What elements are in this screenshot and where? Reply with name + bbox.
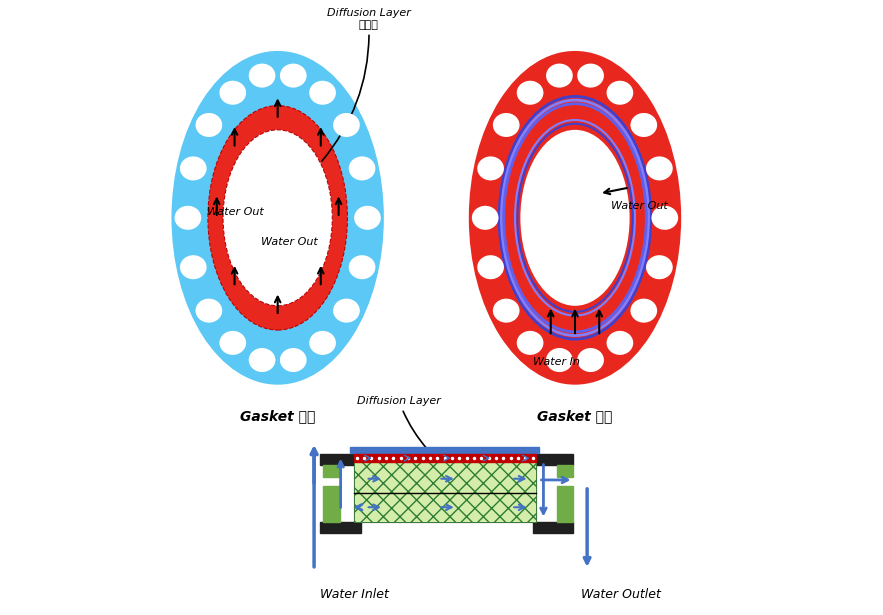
Ellipse shape: [309, 81, 336, 105]
Ellipse shape: [546, 348, 573, 372]
Ellipse shape: [469, 51, 681, 384]
Ellipse shape: [472, 206, 499, 230]
Ellipse shape: [249, 348, 275, 372]
Text: Water Inlet: Water Inlet: [321, 588, 389, 601]
Ellipse shape: [195, 113, 223, 137]
Ellipse shape: [646, 156, 673, 180]
Bar: [532, 522, 573, 533]
Bar: [353, 462, 536, 522]
Text: Water Out: Water Out: [611, 200, 668, 211]
Ellipse shape: [477, 255, 504, 279]
Text: Diffusion Layer
안착면: Diffusion Layer 안착면: [322, 8, 411, 161]
Ellipse shape: [517, 81, 543, 105]
Text: Water Out: Water Out: [207, 207, 263, 216]
Ellipse shape: [646, 255, 673, 279]
Bar: [321, 454, 361, 466]
Ellipse shape: [493, 299, 519, 323]
Ellipse shape: [546, 63, 573, 87]
Ellipse shape: [249, 63, 275, 87]
Ellipse shape: [493, 113, 519, 137]
Ellipse shape: [175, 206, 201, 230]
Bar: [323, 485, 340, 522]
Bar: [557, 466, 573, 477]
Bar: [353, 462, 536, 522]
Ellipse shape: [354, 206, 381, 230]
Ellipse shape: [607, 331, 633, 355]
Bar: [532, 454, 573, 466]
Ellipse shape: [195, 299, 223, 323]
Ellipse shape: [520, 130, 630, 306]
Ellipse shape: [171, 51, 384, 384]
Ellipse shape: [219, 81, 246, 105]
Ellipse shape: [280, 348, 306, 372]
Bar: [323, 466, 340, 477]
Ellipse shape: [219, 331, 246, 355]
Text: Water In: Water In: [533, 357, 580, 367]
Bar: [353, 454, 536, 462]
Text: Gasket 정면: Gasket 정면: [240, 409, 315, 423]
Ellipse shape: [577, 63, 604, 87]
Ellipse shape: [180, 156, 207, 180]
Ellipse shape: [607, 81, 633, 105]
Ellipse shape: [333, 299, 359, 323]
Ellipse shape: [180, 255, 207, 279]
Bar: [351, 446, 539, 453]
Ellipse shape: [208, 106, 347, 330]
Ellipse shape: [280, 63, 306, 87]
Bar: [557, 485, 573, 522]
Ellipse shape: [349, 255, 375, 279]
Text: Water Outlet: Water Outlet: [581, 588, 661, 601]
Bar: [321, 522, 361, 533]
Ellipse shape: [630, 299, 657, 323]
Text: Water Out: Water Out: [261, 237, 318, 247]
Ellipse shape: [223, 130, 332, 306]
Ellipse shape: [630, 113, 657, 137]
Ellipse shape: [577, 348, 604, 372]
Ellipse shape: [349, 156, 375, 180]
Ellipse shape: [477, 156, 504, 180]
Ellipse shape: [223, 130, 332, 306]
Ellipse shape: [309, 331, 336, 355]
Text: Diffusion Layer: Diffusion Layer: [357, 396, 441, 450]
Ellipse shape: [333, 113, 359, 137]
Ellipse shape: [652, 206, 678, 230]
Ellipse shape: [517, 331, 543, 355]
Text: Gasket 배면: Gasket 배면: [538, 409, 613, 423]
